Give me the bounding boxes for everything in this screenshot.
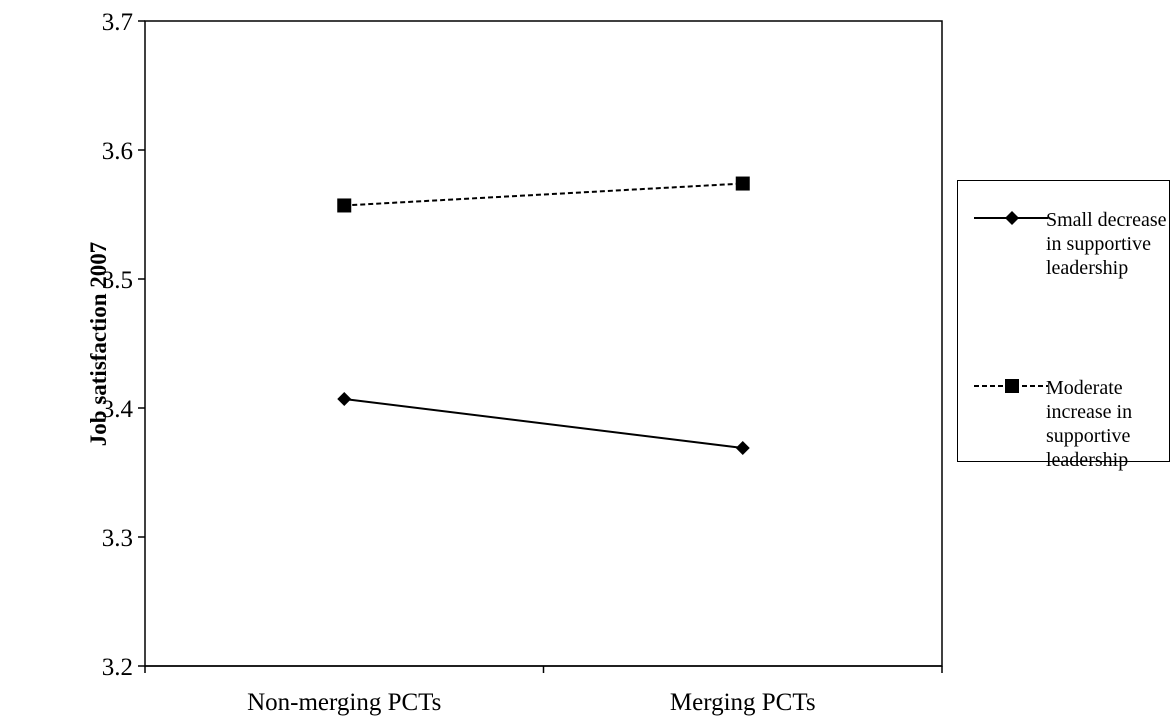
x-axis-ticks: Non-merging PCTs Merging PCTs — [144, 666, 943, 716]
legend: Small decrease in supportive leadership … — [957, 180, 1170, 471]
legend-line-diamond-icon — [974, 211, 1048, 225]
plot-area-border — [144, 20, 943, 667]
legend-dashed-square-icon — [974, 379, 1048, 393]
series-line-1 — [344, 182, 743, 207]
data-point-square — [337, 198, 352, 213]
y-tick-label: 3.3 — [102, 525, 133, 552]
y-axis-ticks: 3.2 3.3 3.4 3.5 3.6 3.7 — [102, 9, 145, 681]
y-axis-label: Job satisfaction 2007 — [86, 242, 111, 446]
y-tick-label: 3.6 — [102, 138, 133, 165]
x-category-label: Non-merging PCTs — [247, 689, 441, 716]
data-point-diamond — [337, 391, 352, 406]
y-tick-label: 3.7 — [102, 9, 133, 36]
legend-label-small-decrease: Small decrease in supportive leadership — [1046, 209, 1167, 279]
legend-label-moderate-increase: Moderate increase in supportive leadersh… — [1046, 377, 1133, 471]
data-point-diamond — [735, 440, 750, 455]
x-category-label: Merging PCTs — [670, 689, 816, 716]
y-tick-label: 3.5 — [102, 267, 133, 294]
series-line-0 — [344, 397, 743, 449]
data-point-square — [735, 176, 750, 191]
y-tick-label: 3.4 — [102, 396, 134, 423]
y-tick-label: 3.2 — [102, 654, 133, 681]
series-layer — [337, 176, 750, 455]
